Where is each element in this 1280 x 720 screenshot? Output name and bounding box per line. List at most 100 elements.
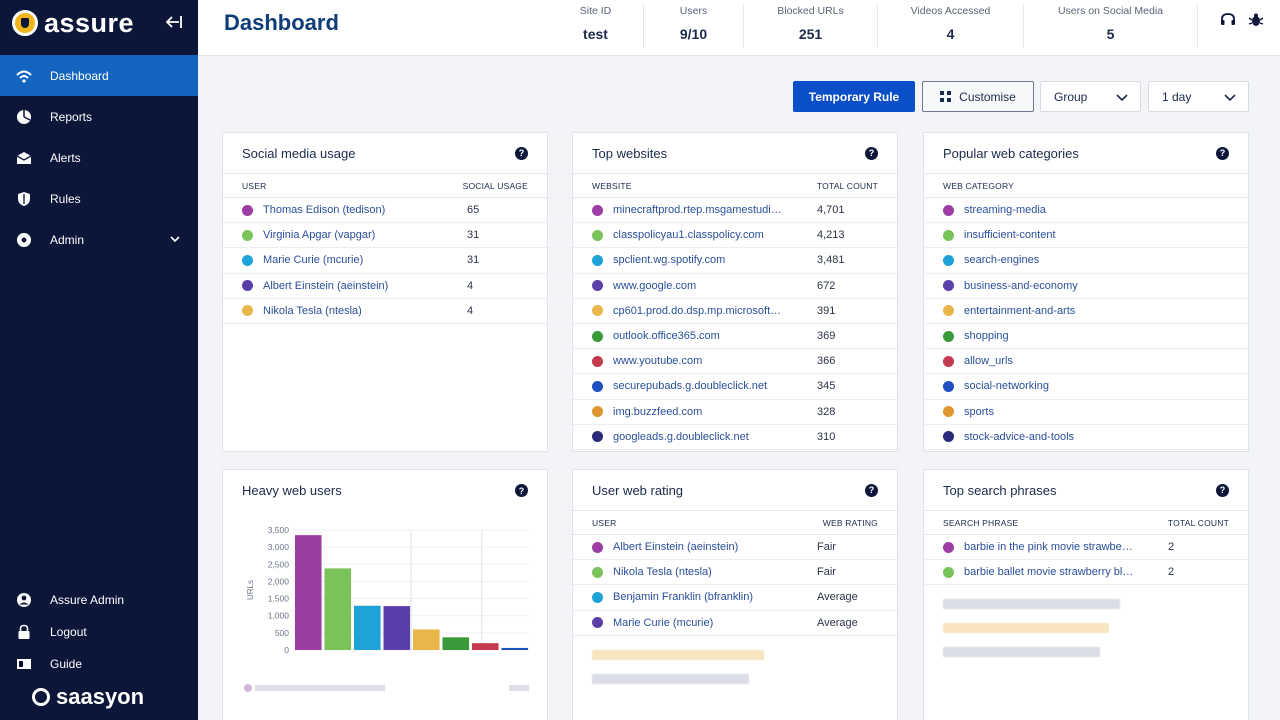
row-label[interactable]: Nikola Tesla (ntesla) — [263, 304, 362, 317]
row-label[interactable]: social-networking — [964, 380, 1049, 393]
row-label[interactable]: outlook.office365.com — [613, 330, 720, 343]
help-icon[interactable]: ? — [865, 146, 878, 160]
chart-bar[interactable] — [442, 637, 470, 650]
row-label[interactable]: Albert Einstein (aeinstein) — [613, 541, 739, 554]
table-row[interactable]: shopping — [924, 324, 1248, 350]
table-row[interactable]: stock-advice-and-tools — [924, 425, 1248, 450]
row-value: 4,701 — [817, 204, 845, 217]
group-select[interactable]: Group — [1040, 81, 1141, 112]
row-label[interactable]: Albert Einstein (aeinstein) — [263, 279, 389, 292]
row-label[interactable]: minecraftprod.rtep.msgamestudi… — [613, 204, 782, 217]
table-row[interactable]: barbie in the pink movie strawbe… 2 — [924, 535, 1248, 561]
stat-value: 251 — [798, 26, 823, 42]
row-label[interactable]: Virginia Apgar (vapgar) — [263, 229, 376, 242]
account-link[interactable]: Assure Admin — [0, 584, 198, 616]
table-row[interactable]: Nikola Tesla (ntesla) 4 — [223, 299, 547, 324]
chart-bar[interactable] — [354, 605, 381, 650]
table-row[interactable]: social-networking — [924, 374, 1248, 400]
row-label[interactable]: www.google.com — [613, 279, 697, 292]
table-row[interactable]: allow_urls — [924, 349, 1248, 375]
sidebar-item-rules[interactable]: Rules — [0, 178, 198, 219]
legend-dot — [592, 355, 603, 367]
chart-bar[interactable] — [295, 535, 322, 650]
help-icon[interactable]: ? — [1216, 146, 1229, 160]
help-icon[interactable]: ? — [515, 146, 528, 160]
row-label[interactable]: www.youtube.com — [613, 355, 703, 368]
bug-icon[interactable] — [1248, 12, 1264, 28]
row-label[interactable]: insufficient-content — [964, 229, 1056, 242]
table-row[interactable]: img.buzzfeed.com 328 — [573, 400, 897, 425]
row-label[interactable]: securepubads.g.doubleclick.net — [613, 380, 768, 393]
sidebar-item-alerts[interactable]: Alerts — [0, 137, 198, 178]
row-label[interactable]: business-and-economy — [964, 279, 1078, 292]
table-row[interactable]: insufficient-content — [924, 223, 1248, 249]
sidebar-item-reports[interactable]: Reports — [0, 96, 198, 137]
table-row[interactable]: sports — [924, 400, 1248, 425]
table-row[interactable]: Marie Curie (mcurie) Average — [573, 611, 897, 636]
row-label[interactable]: googleads.g.doubleclick.net — [613, 430, 749, 443]
row-label[interactable]: shopping — [964, 330, 1009, 343]
chart-bar[interactable] — [501, 647, 529, 650]
collapse-sidebar-icon[interactable] — [164, 13, 182, 34]
legend-dot — [592, 330, 603, 342]
table-row[interactable]: Thomas Edison (tedison) 65 — [223, 198, 547, 224]
table-row[interactable]: securepubads.g.doubleclick.net 345 — [573, 374, 897, 400]
column-header: WEBSITE TOTAL COUNT — [573, 174, 897, 198]
table-row[interactable]: googleads.g.doubleclick.net 310 — [573, 425, 897, 450]
table-row[interactable]: www.youtube.com 366 — [573, 349, 897, 375]
row-label[interactable]: streaming-media — [964, 204, 1046, 217]
row-label[interactable]: Benjamin Franklin (bfranklin) — [613, 591, 753, 604]
table-row[interactable]: business-and-economy — [924, 274, 1248, 299]
table-row[interactable]: www.google.com 672 — [573, 274, 897, 299]
row-label[interactable]: classpolicyau1.classpolicy.com — [613, 229, 764, 242]
row-value: 369 — [817, 330, 836, 343]
table-row[interactable]: classpolicyau1.classpolicy.com 4,213 — [573, 223, 897, 249]
row-label[interactable]: search-engines — [964, 254, 1040, 267]
logout-link[interactable]: Logout — [0, 616, 198, 648]
sidebar-item-dashboard[interactable]: Dashboard — [0, 55, 198, 96]
table-row[interactable]: barbie ballet movie strawberry bl… 2 — [924, 560, 1248, 586]
row-label[interactable]: barbie ballet movie strawberry bl… — [964, 566, 1134, 579]
headset-icon[interactable] — [1220, 12, 1236, 28]
table-row[interactable]: Virginia Apgar (vapgar) 31 — [223, 223, 547, 249]
guide-link[interactable]: Guide — [0, 648, 198, 680]
row-label[interactable]: stock-advice-and-tools — [964, 430, 1075, 443]
row-label[interactable]: Thomas Edison (tedison) — [263, 204, 386, 217]
table-row[interactable]: search-engines — [924, 248, 1248, 274]
pie-chart-icon — [16, 109, 32, 125]
row-label[interactable]: allow_urls — [964, 355, 1013, 368]
table-row[interactable]: Marie Curie (mcurie) 31 — [223, 248, 547, 274]
table-row[interactable]: Benjamin Franklin (bfranklin) Average — [573, 585, 897, 611]
column-label: SEARCH PHRASE — [943, 517, 1019, 528]
row-label[interactable]: img.buzzfeed.com — [613, 405, 703, 418]
chart-bar[interactable] — [413, 629, 440, 650]
table-row[interactable]: minecraftprod.rtep.msgamestudi… 4,701 — [573, 198, 897, 224]
period-select[interactable]: 1 day — [1148, 81, 1249, 112]
table-row[interactable]: spclient.wg.spotify.com 3,481 — [573, 248, 897, 274]
help-icon[interactable]: ? — [515, 484, 528, 497]
table-row[interactable]: Albert Einstein (aeinstein) Fair — [573, 535, 897, 561]
table-row[interactable]: streaming-media — [924, 198, 1248, 224]
table-row[interactable]: entertainment-and-arts — [924, 299, 1248, 324]
table-row[interactable]: Albert Einstein (aeinstein) 4 — [223, 274, 547, 299]
row-label[interactable]: Marie Curie (mcurie) — [263, 254, 364, 267]
help-icon[interactable]: ? — [865, 483, 878, 497]
row-label[interactable]: Marie Curie (mcurie) — [613, 616, 714, 629]
table-row[interactable]: outlook.office365.com 369 — [573, 324, 897, 350]
row-label[interactable]: Nikola Tesla (ntesla) — [613, 566, 712, 579]
chart-bar[interactable] — [324, 568, 352, 650]
row-label[interactable]: cp601.prod.do.dsp.mp.microsoft… — [613, 304, 782, 317]
temporary-rule-button[interactable]: Temporary Rule — [793, 81, 915, 112]
row-label[interactable]: barbie in the pink movie strawbe… — [964, 541, 1133, 554]
chart-bar[interactable] — [472, 643, 499, 650]
chart-bar[interactable] — [383, 606, 411, 650]
table-row[interactable]: cp601.prod.do.dsp.mp.microsoft… 391 — [573, 299, 897, 324]
row-label[interactable]: entertainment-and-arts — [964, 304, 1076, 317]
help-icon[interactable]: ? — [1216, 483, 1229, 497]
row-label[interactable]: spclient.wg.spotify.com — [613, 254, 726, 267]
sidebar-item-admin[interactable]: Admin — [0, 219, 198, 260]
customise-button[interactable]: Customise — [922, 81, 1034, 112]
table-row[interactable]: Nikola Tesla (ntesla) Fair — [573, 560, 897, 586]
row-label[interactable]: sports — [964, 405, 994, 418]
card-header: Popular web categories ? — [924, 133, 1248, 174]
